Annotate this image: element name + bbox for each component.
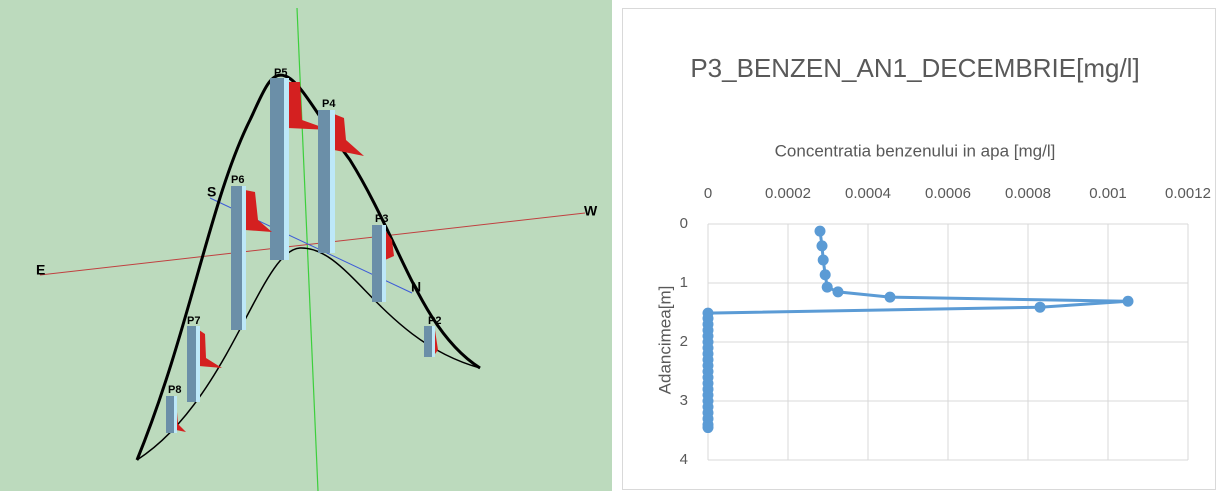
x-tick-label: 0.0004 — [845, 185, 891, 202]
well — [231, 186, 242, 330]
well — [432, 326, 435, 357]
x-tick-label: 0.0006 — [925, 185, 971, 202]
y-tick-label: 2 — [680, 333, 688, 350]
label: N — [411, 279, 421, 295]
diagram: P5 P4 P6 S W P3 E N P7 P2 P8 — [0, 0, 612, 491]
data-point — [822, 282, 833, 293]
label: E — [36, 262, 45, 278]
data-point — [817, 240, 828, 251]
x-tick-label: 0.001 — [1089, 185, 1127, 202]
chart: P3_BENZEN_AN1_DECEMBRIE[mg/l] Concentrat… — [622, 0, 1217, 491]
label: S — [207, 184, 216, 200]
label: P7 — [187, 315, 200, 327]
well — [382, 225, 386, 302]
well — [372, 225, 382, 302]
label: P2 — [428, 315, 441, 327]
label: P3 — [375, 213, 388, 225]
page: P5 P4 P6 S W P3 E N P7 P2 P8 P3_BENZEN_A… — [0, 0, 1217, 491]
label: P4 — [322, 98, 336, 110]
data-point — [820, 269, 831, 280]
y-tick-label: 0 — [680, 215, 688, 232]
data-point — [1035, 302, 1046, 313]
chart-title: P3_BENZEN_AN1_DECEMBRIE[mg/l] — [690, 53, 1139, 83]
x-tick-label: 0.0012 — [1165, 185, 1211, 202]
data-point — [833, 286, 844, 297]
y-tick-label: 4 — [680, 451, 688, 468]
y-axis-title: Adancimea[m] — [655, 286, 674, 395]
x-axis-title: Concentratia benzenului in apa [mg/l] — [775, 141, 1056, 160]
well — [330, 110, 335, 253]
background — [0, 0, 612, 491]
x-tick-label: 0.0002 — [765, 185, 811, 202]
x-tick-label: 0.0008 — [1005, 185, 1051, 202]
well — [174, 396, 177, 433]
label: P5 — [274, 67, 287, 79]
well — [284, 78, 289, 260]
label: W — [584, 203, 598, 219]
well — [270, 78, 284, 260]
label: P6 — [231, 174, 244, 186]
well — [187, 326, 196, 402]
well — [424, 326, 432, 357]
well — [242, 186, 246, 330]
y-tick-label: 3 — [680, 392, 688, 409]
data-point — [1123, 296, 1134, 307]
x-tick-label: 0 — [704, 185, 712, 202]
data-point — [885, 292, 896, 303]
y-tick-label: 1 — [680, 274, 688, 291]
well — [166, 396, 174, 433]
well — [318, 110, 330, 253]
data-point — [703, 422, 714, 433]
label: P8 — [168, 384, 181, 396]
well — [196, 326, 200, 402]
data-point — [818, 254, 829, 265]
data-point — [815, 226, 826, 237]
